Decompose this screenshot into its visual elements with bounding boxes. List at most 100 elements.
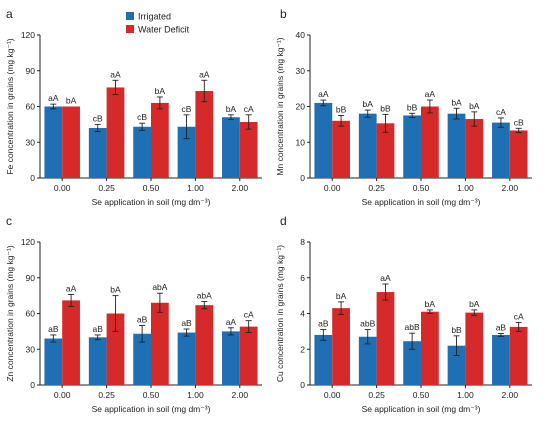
significance-label: bA	[469, 101, 480, 111]
significance-label: cB	[514, 117, 524, 127]
bar-irrigated	[314, 102, 333, 178]
bar-irrigated	[44, 338, 63, 385]
y-tick-label: 120	[21, 30, 35, 40]
x-tick-label: 2.00	[502, 183, 519, 193]
legend-swatch-water-deficit	[126, 25, 134, 33]
significance-label: bB	[380, 103, 391, 113]
x-tick-label: 0.50	[143, 390, 160, 400]
significance-label: aA	[199, 69, 210, 79]
bar-water-deficit	[62, 300, 80, 385]
bar-water-deficit	[62, 106, 80, 178]
significance-label: bB	[451, 325, 462, 335]
x-tick-label: 0.00	[324, 390, 341, 400]
bar-irrigated	[314, 334, 333, 385]
significance-label: bA	[336, 291, 347, 301]
x-axis-title: Se application in soil (mg dm⁻³)	[92, 404, 211, 414]
panel-letter-d: d	[280, 214, 287, 228]
y-tick-label: 90	[26, 273, 36, 283]
y-axis-title: Zn concentration in grains (mg kg⁻¹)	[5, 245, 15, 381]
significance-label: aB	[137, 314, 148, 324]
y-tick-label: 10	[296, 137, 306, 147]
x-tick-label: 0.25	[98, 390, 115, 400]
significance-label: bA	[110, 285, 121, 295]
significance-label: aB	[496, 323, 507, 333]
x-tick-label: 2.00	[502, 390, 519, 400]
y-tick-label: 30	[296, 66, 306, 76]
panel-d: d 0 2 4 6 8 Cu concentration in grains (mg kg⁻…	[275, 214, 532, 414]
bar-irrigated	[447, 113, 466, 178]
x-tick-label: 2.00	[232, 183, 249, 193]
bar-water-deficit	[239, 121, 258, 178]
bar-irrigated	[403, 115, 421, 178]
bar-water-deficit	[195, 305, 214, 385]
bar-irrigated	[222, 331, 240, 385]
significance-label: aA	[110, 69, 121, 79]
significance-label: bA	[155, 86, 166, 96]
significance-label: bA	[226, 104, 237, 114]
bar-irrigated	[133, 333, 151, 385]
y-tick-label: 0	[300, 173, 305, 183]
y-tick-label: 60	[26, 309, 36, 319]
significance-label: abB	[405, 322, 420, 332]
significance-label: cA	[244, 310, 254, 320]
panel-b: b 0 10 20 30 40 Mn concentration in grains (mg…	[275, 7, 532, 207]
y-tick-label: 40	[296, 30, 306, 40]
significance-label: bB	[407, 102, 418, 112]
bar-water-deficit	[421, 106, 439, 178]
significance-label: abB	[360, 319, 375, 329]
x-tick-label: 0.00	[324, 183, 341, 193]
y-axis-title: Mn concentration in grains (mg kg⁻¹)	[275, 37, 285, 175]
x-tick-label: 0.50	[413, 183, 430, 193]
bar-irrigated	[177, 332, 196, 385]
panel-c: c 0 30 60 90 120 Zn concentration in grains (m…	[5, 214, 262, 414]
y-tick-label: 8	[300, 237, 305, 247]
bar-water-deficit	[106, 313, 125, 385]
significance-label: bA	[363, 99, 374, 109]
x-axis-title: Se application in soil (mg dm⁻³)	[362, 404, 481, 414]
x-tick-label: 0.25	[98, 183, 115, 193]
bar-irrigated	[222, 117, 240, 178]
panel-a: a 0 30 60 90 120 Fe concentration in grains (m…	[5, 7, 262, 207]
legend: Irrigated Water Deficit	[126, 12, 190, 35]
bar-water-deficit	[509, 130, 528, 178]
y-tick-label: 60	[26, 102, 36, 112]
y-tick-label: 6	[300, 273, 305, 283]
significance-label: aB	[318, 319, 329, 329]
x-tick-label: 0.25	[368, 183, 385, 193]
y-tick-label: 0	[30, 380, 35, 390]
x-axis-title: Se application in soil (mg dm⁻³)	[92, 197, 211, 207]
bar-irrigated	[492, 334, 510, 385]
significance-label: aA	[425, 89, 436, 99]
significance-label: aA	[380, 273, 391, 283]
x-tick-label: 1.00	[457, 390, 474, 400]
bar-irrigated	[88, 337, 107, 385]
bar-irrigated	[358, 336, 377, 385]
bar-water-deficit	[106, 87, 125, 178]
legend-label-irrigated: Irrigated	[138, 12, 171, 22]
legend-label-water-deficit: Water Deficit	[138, 25, 190, 35]
bar-water-deficit	[151, 302, 169, 385]
x-tick-label: 1.00	[457, 183, 474, 193]
y-tick-label: 2	[300, 344, 305, 354]
significance-label: aA	[48, 93, 59, 103]
significance-label: aB	[48, 324, 59, 334]
x-tick-label: 0.50	[143, 183, 160, 193]
significance-label: aA	[226, 317, 237, 327]
panel-letter-b: b	[280, 7, 287, 21]
y-tick-label: 30	[26, 137, 36, 147]
bar-irrigated	[133, 126, 151, 178]
significance-label: abA	[152, 282, 167, 292]
bar-water-deficit	[151, 102, 169, 178]
significance-label: aB	[93, 324, 104, 334]
bar-water-deficit	[195, 91, 214, 178]
significance-label: bB	[336, 104, 347, 114]
significance-label: bA	[451, 97, 462, 107]
bar-irrigated	[403, 341, 421, 385]
bar-water-deficit	[332, 308, 350, 385]
significance-label: aA	[318, 89, 329, 99]
bar-water-deficit	[421, 311, 439, 385]
x-tick-label: 0.50	[413, 390, 430, 400]
x-axis-title: Se application in soil (mg dm⁻³)	[362, 197, 481, 207]
